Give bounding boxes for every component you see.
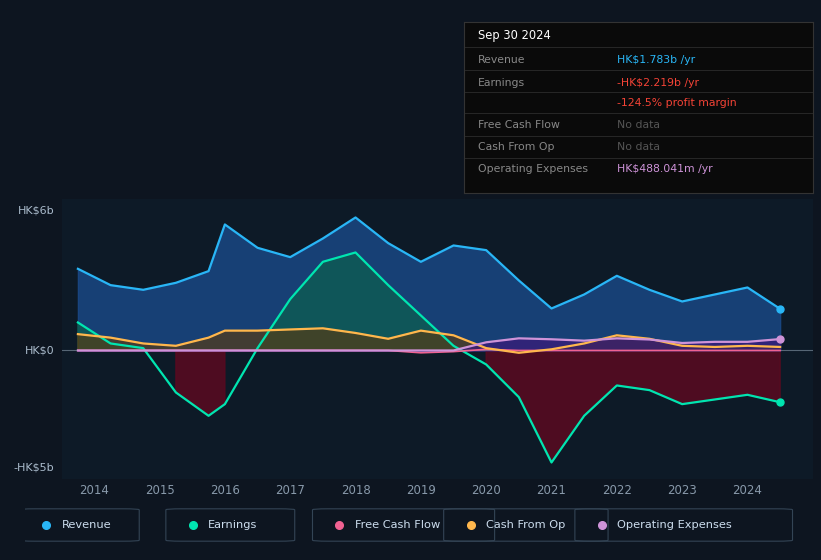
Text: Revenue: Revenue: [62, 520, 112, 530]
Text: -124.5% profit margin: -124.5% profit margin: [617, 97, 737, 108]
Text: Cash From Op: Cash From Op: [486, 520, 566, 530]
Text: No data: No data: [617, 120, 660, 130]
Text: HK$0: HK$0: [25, 346, 54, 356]
Text: HK$1.783b /yr: HK$1.783b /yr: [617, 55, 695, 65]
Text: Operating Expenses: Operating Expenses: [617, 520, 732, 530]
Text: Earnings: Earnings: [209, 520, 258, 530]
Text: Free Cash Flow: Free Cash Flow: [478, 120, 560, 130]
Text: -HK$5b: -HK$5b: [13, 462, 54, 472]
Text: HK$6b: HK$6b: [17, 206, 54, 216]
Text: Cash From Op: Cash From Op: [478, 142, 554, 152]
Text: HK$488.041m /yr: HK$488.041m /yr: [617, 164, 713, 174]
Text: Operating Expenses: Operating Expenses: [478, 164, 588, 174]
Text: -HK$2.219b /yr: -HK$2.219b /yr: [617, 78, 699, 88]
Text: Earnings: Earnings: [478, 78, 525, 88]
Text: No data: No data: [617, 142, 660, 152]
Text: Free Cash Flow: Free Cash Flow: [355, 520, 440, 530]
Text: Revenue: Revenue: [478, 55, 525, 65]
Text: Sep 30 2024: Sep 30 2024: [478, 29, 551, 41]
